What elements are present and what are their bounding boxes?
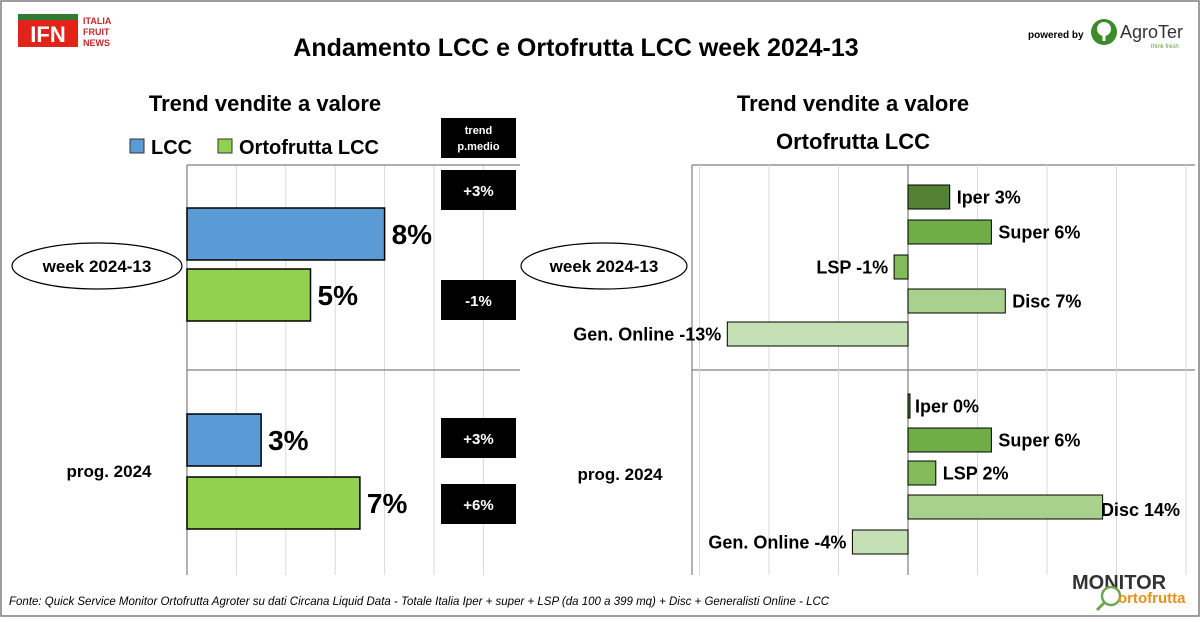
bar-disc-week-2024-13 — [907, 288, 1006, 314]
ifn-logo-line-1: ITALIA — [83, 16, 112, 26]
bar-iper-week-2024-13 — [907, 184, 951, 210]
data-label-ortofrutta-prog-2024: 7% — [367, 488, 408, 519]
data-label-lcc-week-2024-13: 8% — [392, 219, 433, 250]
group-label-week: week 2024-13 — [42, 257, 152, 276]
agroter-tree-trunk-icon — [1102, 33, 1106, 41]
bar-lcc-prog-2024 — [186, 413, 262, 467]
trend-value: +3% — [463, 431, 493, 448]
page-title: Andamento LCC e Ortofrutta LCC week 2024… — [293, 34, 858, 62]
bar-super-prog-2024 — [907, 427, 992, 453]
bar-disc-prog-2024 — [907, 494, 1104, 520]
group-label-prog: prog. 2024 — [577, 465, 663, 484]
monitor-ortofrutta-logo: MONITOR ortofrutta — [1072, 572, 1186, 612]
group-label-week: week 2024-13 — [549, 257, 659, 276]
ortofrutta-wordmark: ortofrutta — [1118, 590, 1186, 607]
powered-by-label: powered by — [1028, 30, 1084, 41]
bar-lsp-prog-2024 — [907, 460, 937, 486]
group-label-prog: prog. 2024 — [66, 462, 152, 481]
data-label-gen-online-prog-2024: Gen. Online -4% — [708, 533, 846, 553]
trend-pmedio-boxes: +3% -1% +3% +6% — [441, 170, 516, 524]
trend-box — [441, 170, 516, 210]
data-label-super-prog-2024: Super 6% — [998, 431, 1080, 451]
trend-value: -1% — [465, 293, 492, 310]
legend-swatch-lcc — [129, 138, 145, 154]
bar-gen-online-week-2024-13 — [726, 321, 909, 347]
left-data-labels: 8% 5% 3% 7% — [268, 219, 432, 519]
agroter-tree-crown-icon — [1097, 22, 1111, 36]
trend-header-line-2: p.medio — [457, 141, 499, 153]
trend-value: +6% — [463, 497, 493, 514]
source-footnote: Fonte: Quick Service Monitor Ortofrutta … — [9, 596, 830, 608]
legend-swatch-ortofrutta — [217, 138, 233, 154]
bar-ortofrutta-week-2024-13 — [186, 268, 312, 322]
left-group-labels: week 2024-13 prog. 2024 — [11, 242, 183, 481]
group-label-oval — [520, 242, 688, 290]
bar-lcc-week-2024-13 — [186, 207, 386, 261]
data-label-iper-week-2024-13: Iper 3% — [957, 188, 1021, 208]
ifn-logo-line-3: NEWS — [83, 38, 110, 48]
group-label-oval — [11, 242, 183, 290]
right-bars — [726, 184, 1104, 555]
ifn-logo: IFN ITALIA FRUIT NEWS — [18, 14, 112, 48]
magnifier-handle-icon — [1095, 601, 1106, 612]
trend-header: trend p.medio — [441, 118, 516, 158]
right-group-labels: week 2024-13 prog. 2024 — [520, 242, 688, 484]
data-label-disc-week-2024-13: Disc 7% — [1012, 292, 1081, 312]
legend-label-lcc: LCC — [151, 137, 192, 159]
trend-box — [441, 484, 516, 524]
ifn-logo-mark: IFN — [30, 22, 65, 47]
trend-header-box — [441, 118, 516, 158]
ifn-logo-stripe — [18, 14, 78, 20]
trend-box — [441, 418, 516, 458]
bar-iper-prog-2024 — [907, 393, 911, 419]
data-label-lcc-prog-2024: 3% — [268, 425, 309, 456]
ifn-logo-line-2: FRUIT — [83, 27, 110, 37]
data-label-super-week-2024-13: Super 6% — [998, 223, 1080, 243]
bar-gen-online-prog-2024 — [851, 529, 909, 555]
legend-label-ortofrutta: Ortofrutta LCC — [239, 137, 379, 159]
data-label-ortofrutta-week-2024-13: 5% — [318, 280, 359, 311]
agroter-tagline: think fresh — [1151, 44, 1179, 50]
bar-ortofrutta-prog-2024 — [186, 476, 361, 530]
left-legend: LCC Ortofrutta LCC — [129, 137, 379, 159]
data-label-disc-prog-2024: Disc 14% — [1101, 500, 1180, 520]
trend-box — [441, 280, 516, 320]
right-chart-title-line-1: Trend vendite a valore — [737, 91, 969, 116]
left-bars — [186, 207, 386, 530]
bar-lsp-week-2024-13 — [893, 254, 909, 280]
monitor-wordmark: MONITOR — [1072, 572, 1167, 594]
bar-super-week-2024-13 — [907, 219, 992, 245]
data-label-gen-online-week-2024-13: Gen. Online -13% — [573, 325, 721, 345]
trend-value: +3% — [463, 183, 493, 200]
trend-header-line-1: trend — [465, 125, 493, 137]
agroter-logo: powered by AgroTer think fresh — [1028, 19, 1183, 50]
right-data-labels: Iper 3% Super 6% LSP -1% Disc 7% Gen. Online… — [573, 188, 1180, 553]
data-label-iper-prog-2024: Iper 0% — [915, 397, 979, 417]
right-chart-title-line-2: Ortofrutta LCC — [776, 129, 930, 154]
magnifier-icon — [1100, 585, 1122, 607]
data-label-lsp-prog-2024: LSP 2% — [943, 464, 1009, 484]
data-label-lsp-week-2024-13: LSP -1% — [816, 258, 888, 278]
left-chart-title: Trend vendite a valore — [149, 91, 381, 116]
agroter-wordmark: AgroTer — [1120, 22, 1183, 42]
